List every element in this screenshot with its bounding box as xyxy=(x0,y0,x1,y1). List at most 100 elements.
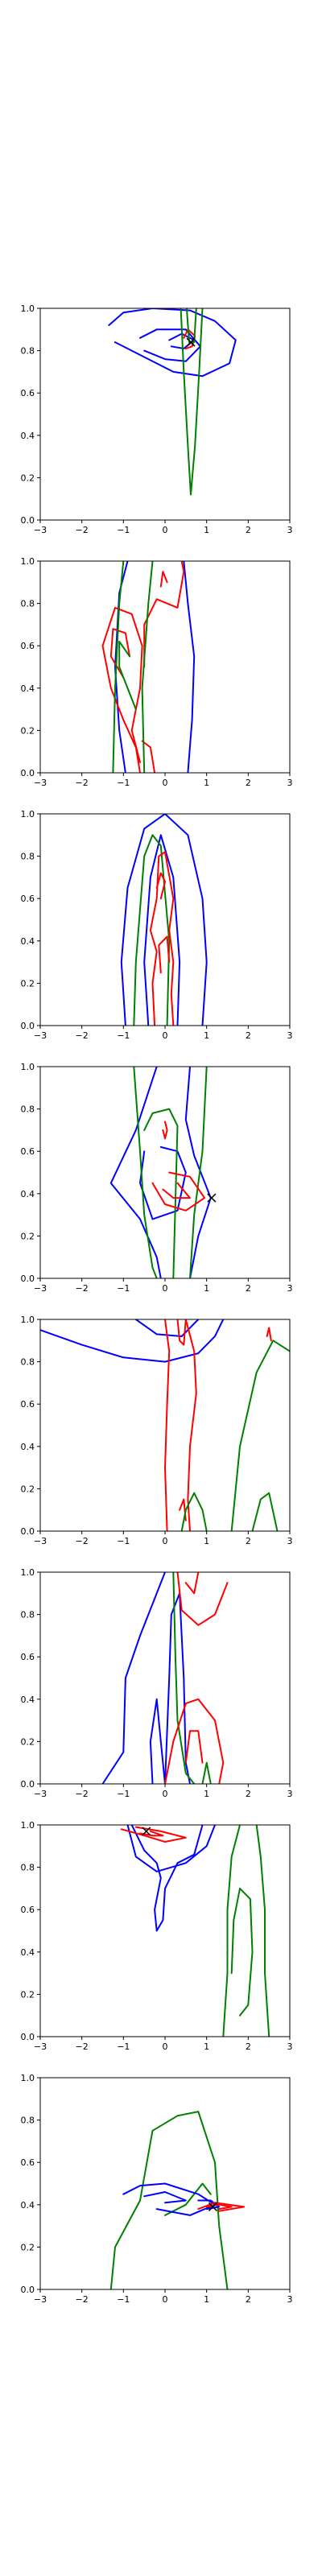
red-contour-line xyxy=(155,872,166,900)
blue-contour-line xyxy=(183,561,196,773)
green-contour-line xyxy=(133,1067,158,1278)
y-tick-label: 0.2 xyxy=(21,2242,35,2252)
x-tick-label: −1 xyxy=(117,1789,130,1799)
green-contour-line xyxy=(112,561,125,773)
y-tick-label: 0.4 xyxy=(21,431,35,441)
red-contour-line xyxy=(184,1730,204,1764)
y-tick-label: 0.4 xyxy=(21,2200,35,2211)
blue-contour-line xyxy=(108,308,237,378)
subplot-5: −3 −2 −1 0 1 2 3 0.0 0.2 0.4 0.6 0.8 1.0 xyxy=(21,1315,293,1546)
contour-group xyxy=(101,561,196,773)
y-tick-label: 0.6 xyxy=(21,1399,35,1410)
x-tick-label: 0 xyxy=(163,1030,168,1041)
y-tick-label: 0.0 xyxy=(21,2285,35,2295)
x-tick-label: −3 xyxy=(34,1283,47,1294)
x-tick-label: −1 xyxy=(117,2294,130,2305)
y-tick-label: 0.0 xyxy=(21,515,35,526)
x-tick-label: −1 xyxy=(117,525,130,535)
y-tick-label: 0.4 xyxy=(21,683,35,694)
x-tick-label: 0 xyxy=(163,1789,168,1799)
y-tick-label: 0.2 xyxy=(21,1484,35,1494)
y-tick-label: 1.0 xyxy=(21,1315,35,1325)
green-contour-line xyxy=(164,2182,212,2216)
y-tick-label: 0.4 xyxy=(21,936,35,947)
x-tick-label: −1 xyxy=(117,778,130,788)
y-tick-label: 0.2 xyxy=(21,725,35,736)
red-contour-line xyxy=(205,2203,233,2211)
blue-contour-line xyxy=(40,1319,225,1363)
x-marker xyxy=(142,1827,151,1836)
green-contour-line xyxy=(118,640,137,711)
x-tick-label: −2 xyxy=(76,1030,89,1041)
y-tick-label: 0.8 xyxy=(21,852,35,862)
y-tick-label: 0.8 xyxy=(21,599,35,609)
red-contour-line xyxy=(143,561,185,668)
y-tick-label: 1.0 xyxy=(21,2073,35,2083)
y-tick-label: 0.8 xyxy=(21,1357,35,1368)
blue-contour-line xyxy=(122,2182,216,2216)
subplot-8: −3 −2 −1 0 1 2 3 0.0 0.2 0.4 0.6 0.8 1.0 xyxy=(21,2073,293,2305)
green-contour-line xyxy=(180,1492,208,1531)
x-tick-label: −2 xyxy=(76,1536,89,1546)
green-contour-line xyxy=(251,1492,279,1531)
y-tick-label: 1.0 xyxy=(21,556,35,567)
red-contour-line xyxy=(162,1121,168,1140)
x-tick-label: 2 xyxy=(246,1030,251,1041)
blue-contour-line xyxy=(134,1319,200,1337)
green-contour-line xyxy=(143,1108,179,1278)
x-marker xyxy=(186,337,196,347)
red-contour-line xyxy=(197,2202,246,2212)
subplot-2: −3 −2 −1 0 1 2 3 0.0 0.2 0.4 0.6 0.8 1.0 xyxy=(21,556,293,788)
y-tick-label: 0.0 xyxy=(21,1526,35,1537)
blue-contour-line xyxy=(143,2191,187,2204)
subplot-6: −3 −2 −1 0 1 2 3 0.0 0.2 0.4 0.6 0.8 1.0 xyxy=(21,1567,293,1799)
x-tick-label: 2 xyxy=(246,1789,251,1799)
x-tick-label: 0 xyxy=(163,525,168,535)
x-tick-label: −2 xyxy=(76,1789,89,1799)
red-contour-line xyxy=(101,606,143,773)
blue-contour-line xyxy=(143,834,181,1026)
green-contour-line xyxy=(180,308,204,496)
y-tick-label: 0.0 xyxy=(21,1779,35,1790)
blue-contour-line xyxy=(120,814,208,1026)
red-contour-line xyxy=(109,628,131,679)
green-contour-line xyxy=(133,834,171,1026)
x-tick-label: 3 xyxy=(287,1283,293,1294)
y-tick-label: 0.2 xyxy=(21,1989,35,2000)
red-contour-line xyxy=(139,1830,164,1837)
green-contour-line xyxy=(255,1825,270,2037)
red-contour-line xyxy=(149,851,175,1026)
x-tick-label: 0 xyxy=(163,2041,168,2052)
y-tick-label: 0.0 xyxy=(21,2032,35,2042)
y-tick-label: 0.6 xyxy=(21,894,35,904)
x-marker xyxy=(207,1193,217,1203)
y-tick-label: 0.4 xyxy=(21,1947,35,1958)
red-contour-line xyxy=(176,1572,229,1626)
red-contour-line xyxy=(151,1171,206,1212)
x-tick-label: −3 xyxy=(34,1030,47,1041)
x-tick-label: −1 xyxy=(117,1536,130,1546)
y-tick-label: 1.0 xyxy=(21,1820,35,1831)
x-tick-label: 2 xyxy=(246,2041,251,2052)
y-tick-label: 0.8 xyxy=(21,346,35,357)
x-tick-label: 2 xyxy=(246,1283,251,1294)
y-tick-label: 0.8 xyxy=(21,2116,35,2126)
subplot-4: −3 −2 −1 0 1 2 3 0.0 0.2 0.4 0.6 0.8 1.0 xyxy=(21,1062,293,1294)
x-tick-label: 0 xyxy=(163,1283,168,1294)
x-tick-label: 1 xyxy=(204,1789,209,1799)
x-tick-label: 1 xyxy=(204,1283,209,1294)
x-tick-label: −1 xyxy=(117,1030,130,1041)
green-contour-line xyxy=(189,1067,208,1278)
y-tick-label: 0.4 xyxy=(21,1189,35,1199)
y-tick-label: 0.0 xyxy=(21,1021,35,1031)
green-contour-line xyxy=(222,1825,241,2037)
y-tick-label: 0.2 xyxy=(21,1231,35,1241)
x-tick-label: −2 xyxy=(76,1283,89,1294)
red-contour-line xyxy=(159,571,168,588)
red-contour-line xyxy=(176,1319,187,1346)
x-tick-label: 1 xyxy=(204,2041,209,2052)
x-tick-label: 1 xyxy=(204,1536,209,1546)
green-contour-line xyxy=(230,1887,254,2017)
